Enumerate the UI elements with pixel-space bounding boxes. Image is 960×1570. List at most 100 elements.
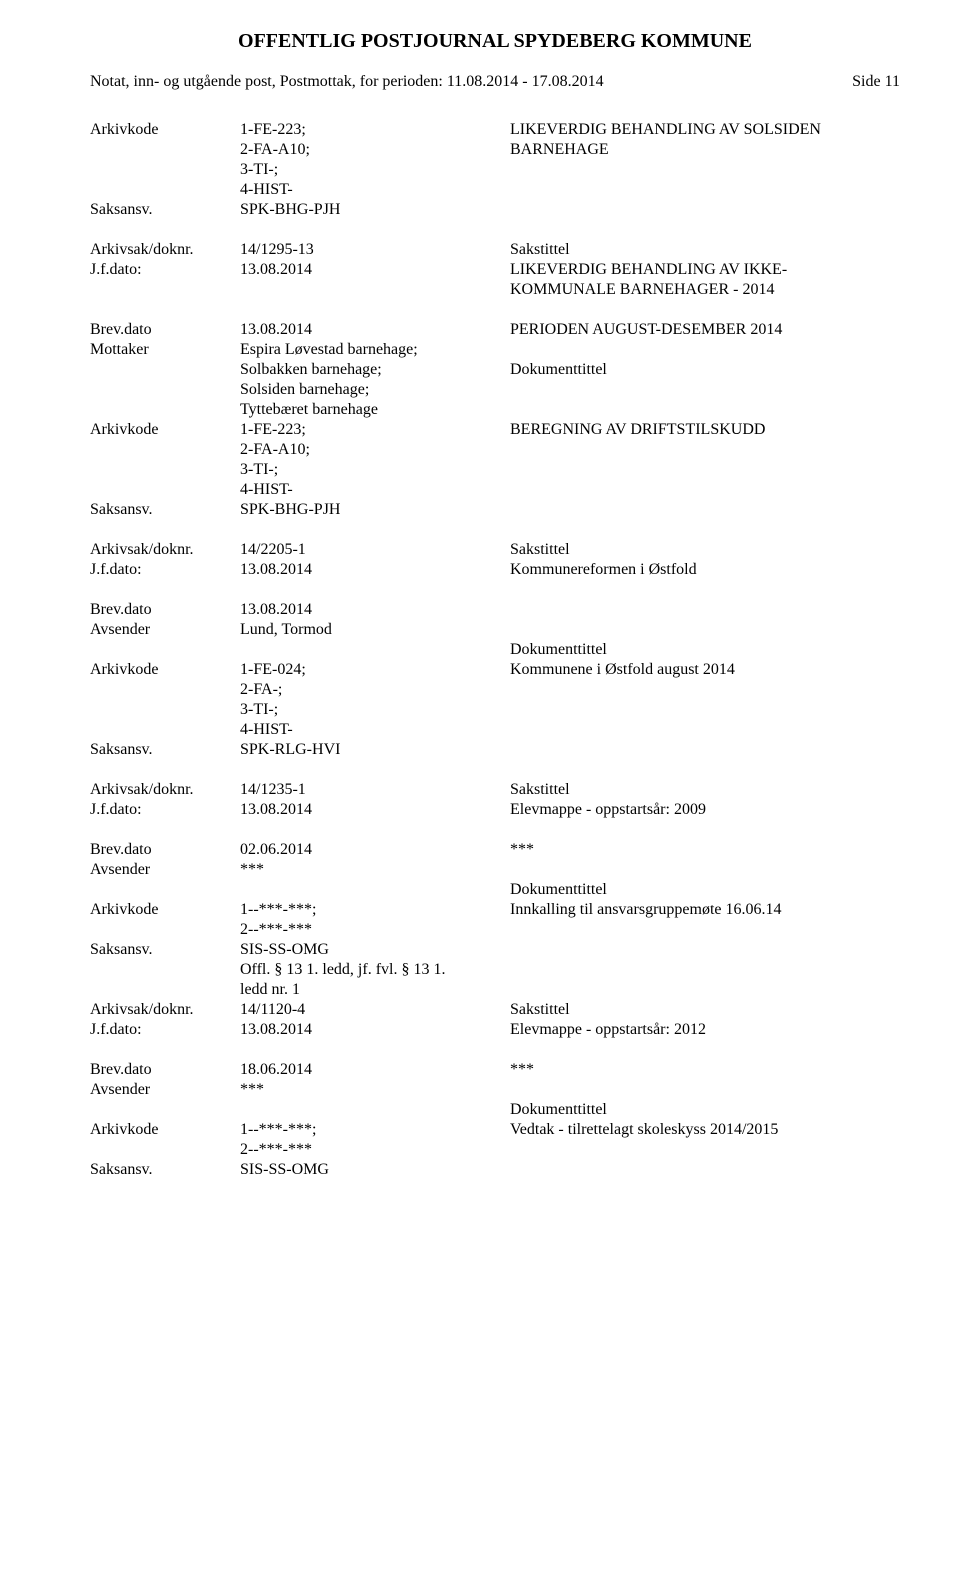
avsender-value: *** xyxy=(240,1081,510,1099)
record-block: Arkivsak/doknr.14/1235-1 Sakstittel J.f.… xyxy=(90,781,900,819)
dokumenttittel-value: Kommunene i Østfold august 2014 xyxy=(510,661,900,679)
offl-line: Offl. § 13 1. ledd, jf. fvl. § 13 1. xyxy=(240,961,510,979)
page: OFFENTLIG POSTJOURNAL SPYDEBERG KOMMUNE … xyxy=(0,0,960,1241)
dokumenttittel-value: Innkalling til ansvarsgruppemøte 16.06.1… xyxy=(510,901,900,919)
arkivkode-value: 3-TI-; xyxy=(240,461,510,479)
saksansv-value: SPK-BHG-PJH xyxy=(240,201,510,219)
arkivkode-value: 1-FE-024; xyxy=(240,661,510,679)
arkivkode-value: 4-HIST- xyxy=(240,481,510,499)
label-arkivkode: Arkivkode xyxy=(90,661,240,679)
arkivkode-value: 2--***-*** xyxy=(240,1141,510,1159)
arkivsak-value: 14/1120-4 xyxy=(240,1001,510,1019)
sakstittel-value: KOMMUNALE BARNEHAGER - 2014 xyxy=(510,281,900,299)
label-arkivkode: Arkivkode xyxy=(90,901,240,919)
label-avsender: Avsender xyxy=(90,1081,240,1099)
arkivkode-value: 1--***-***; xyxy=(240,901,510,919)
label-dokumenttittel: Dokumenttittel xyxy=(510,641,900,659)
label-avsender: Avsender xyxy=(90,621,240,639)
arkivkode-value: 1--***-***; xyxy=(240,1121,510,1139)
text-line: *** xyxy=(510,841,900,859)
label-arkivsak: Arkivsak/doknr. xyxy=(90,781,240,799)
record-block: Arkivkode1-FE-223; LIKEVERDIG BEHANDLING… xyxy=(90,121,900,219)
dokumenttittel-value: Vedtak - tilrettelagt skoleskyss 2014/20… xyxy=(510,1121,900,1139)
arkivsak-value: 14/1295-13 xyxy=(240,241,510,259)
label-sakstittel: Sakstittel xyxy=(510,241,900,259)
avsender-value: Lund, Tormod xyxy=(240,621,510,639)
saksansv-value: SPK-RLG-HVI xyxy=(240,741,510,759)
arkivkode-value: 2-FA-A10; xyxy=(240,141,510,159)
jfdato-value: 13.08.2014 xyxy=(240,1021,510,1039)
label-saksansv: Saksansv. xyxy=(90,1161,240,1179)
text-line: LIKEVERDIG BEHANDLING AV SOLSIDEN xyxy=(510,121,900,139)
saksansv-value: SIS-SS-OMG xyxy=(240,1161,510,1179)
brevdato-value: 18.06.2014 xyxy=(240,1061,510,1079)
text-line: *** xyxy=(510,1061,900,1079)
record-block: Arkivsak/doknr.14/2205-1 Sakstittel J.f.… xyxy=(90,541,900,579)
label-saksansv: Saksansv. xyxy=(90,941,240,959)
jfdato-value: 13.08.2014 xyxy=(240,261,510,279)
arkivkode-value: 3-TI-; xyxy=(240,701,510,719)
brevdato-value: 13.08.2014 xyxy=(240,321,510,339)
saksansv-value: SIS-SS-OMG xyxy=(240,941,510,959)
arkivkode-value: 3-TI-; xyxy=(240,161,510,179)
text-line: BEREGNING AV DRIFTSTILSKUDD xyxy=(510,421,900,439)
label-saksansv: Saksansv. xyxy=(90,201,240,219)
arkivsak-value: 14/1235-1 xyxy=(240,781,510,799)
sakstittel-value: LIKEVERDIG BEHANDLING AV IKKE- xyxy=(510,261,900,279)
label-sakstittel: Sakstittel xyxy=(510,781,900,799)
page-number: Side 11 xyxy=(852,73,900,91)
label-jfdato: J.f.dato: xyxy=(90,561,240,579)
arkivkode-value: 2-FA-A10; xyxy=(240,441,510,459)
record-block: Arkivsak/doknr.14/1295-13 Sakstittel J.f… xyxy=(90,241,900,299)
offl-line: ledd nr. 1 xyxy=(240,981,510,999)
subtitle-text: Notat, inn- og utgående post, Postmottak… xyxy=(90,73,604,91)
record-block: Brev.dato18.06.2014 *** Avsender*** Doku… xyxy=(90,1061,900,1179)
mottaker-value: Espira Løvestad barnehage; xyxy=(240,341,510,359)
arkivkode-value: 1-FE-223; xyxy=(240,421,510,439)
mottaker-value: Solbakken barnehage; xyxy=(240,361,510,379)
label-jfdato: J.f.dato: xyxy=(90,1021,240,1039)
sakstittel-value: Elevmappe - oppstartsår: 2012 xyxy=(510,1021,900,1039)
record-block: Brev.dato13.08.2014 AvsenderLund, Tormod… xyxy=(90,601,900,759)
saksansv-value: SPK-BHG-PJH xyxy=(240,501,510,519)
label-dokumenttittel: Dokumenttittel xyxy=(510,881,900,899)
jfdato-value: 13.08.2014 xyxy=(240,801,510,819)
arkivkode-value: 2--***-*** xyxy=(240,921,510,939)
mottaker-value: Solsiden barnehage; xyxy=(240,381,510,399)
label-jfdato: J.f.dato: xyxy=(90,801,240,819)
label-dokumenttittel: Dokumenttittel xyxy=(510,361,900,379)
label-mottaker: Mottaker xyxy=(90,341,240,359)
jfdato-value: 13.08.2014 xyxy=(240,561,510,579)
text-line: BARNEHAGE xyxy=(510,141,900,159)
label-saksansv: Saksansv. xyxy=(90,501,240,519)
brevdato-value: 02.06.2014 xyxy=(240,841,510,859)
label-avsender: Avsender xyxy=(90,861,240,879)
arkivkode-value: 4-HIST- xyxy=(240,181,510,199)
label-brevdato: Brev.dato xyxy=(90,601,240,619)
label-arkivkode: Arkivkode xyxy=(90,421,240,439)
brevdato-value: 13.08.2014 xyxy=(240,601,510,619)
avsender-value: *** xyxy=(240,861,510,879)
label-arkivsak: Arkivsak/doknr. xyxy=(90,1001,240,1019)
label-sakstittel: Sakstittel xyxy=(510,541,900,559)
label-arkivsak: Arkivsak/doknr. xyxy=(90,241,240,259)
sakstittel-value: Elevmappe - oppstartsår: 2009 xyxy=(510,801,900,819)
label-jfdato: J.f.dato: xyxy=(90,261,240,279)
subtitle-row: Notat, inn- og utgående post, Postmottak… xyxy=(90,73,900,91)
sakstittel-value: Kommunereformen i Østfold xyxy=(510,561,900,579)
label-brevdato: Brev.dato xyxy=(90,1061,240,1079)
record-block: Brev.dato13.08.2014 PERIODEN AUGUST-DESE… xyxy=(90,321,900,519)
label-brevdato: Brev.dato xyxy=(90,321,240,339)
arkivkode-value: 2-FA-; xyxy=(240,681,510,699)
label-brevdato: Brev.dato xyxy=(90,841,240,859)
page-title: OFFENTLIG POSTJOURNAL SPYDEBERG KOMMUNE xyxy=(90,30,900,53)
label-dokumenttittel: Dokumenttittel xyxy=(510,1101,900,1119)
arkivkode-value: 4-HIST- xyxy=(240,721,510,739)
label-arkivkode: Arkivkode xyxy=(90,1121,240,1139)
record-block: Brev.dato02.06.2014 *** Avsender*** Doku… xyxy=(90,841,900,1039)
mottaker-value: Tyttebæret barnehage xyxy=(240,401,510,419)
label-arkivsak: Arkivsak/doknr. xyxy=(90,541,240,559)
arkivsak-value: 14/2205-1 xyxy=(240,541,510,559)
label-sakstittel: Sakstittel xyxy=(510,1001,900,1019)
label-saksansv: Saksansv. xyxy=(90,741,240,759)
